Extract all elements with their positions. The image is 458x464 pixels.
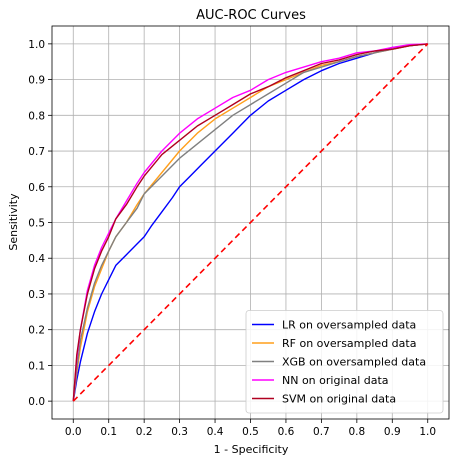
x-tick-label: 0.8 [348, 426, 365, 438]
series-line-4 [72, 43, 428, 402]
y-tick-label: 1.0 [28, 39, 45, 51]
legend-label-4: SVM on original data [282, 393, 396, 406]
x-tick-label: 0.7 [313, 426, 330, 438]
x-tick-label: 0.2 [136, 426, 153, 438]
x-tick-label: 1.0 [419, 426, 436, 438]
x-tick-label: 0.9 [384, 426, 401, 438]
x-axis: 0.0 0.1 0.2 0.3 0.4 0.5 0.6 0.7 0.8 0.9 1.0 [65, 419, 436, 438]
reference-diagonal-line [72, 43, 429, 402]
y-axis: 0.0 0.1 0.2 0.3 0.4 0.5 0.6 0.7 0.8 0.9 1.0 [28, 39, 52, 408]
y-tick-label: 0.0 [28, 396, 45, 408]
x-tick-label: 0.4 [207, 426, 224, 438]
y-tick-label: 0.9 [28, 75, 45, 87]
y-tick-label: 0.7 [28, 146, 45, 158]
y-tick-label: 0.3 [28, 289, 45, 301]
y-tick-label: 0.1 [28, 360, 45, 372]
series-line-2 [72, 43, 428, 402]
series-line-3 [72, 43, 428, 402]
y-tick-label: 0.4 [28, 253, 45, 265]
legend: LR on oversampled data RF on oversampled … [245, 310, 444, 414]
legend-label-0: LR on oversampled data [282, 319, 416, 332]
y-tick-label: 0.2 [28, 325, 45, 337]
x-tick-label: 0.3 [171, 426, 188, 438]
y-axis-label: Sensitivity [7, 193, 20, 251]
legend-label-2: XGB on oversampled data [282, 356, 426, 369]
x-tick-label: 0.5 [242, 426, 259, 438]
x-axis-label: 1 - Specificity [214, 443, 289, 456]
x-tick-label: 0.1 [100, 426, 117, 438]
series-layer [72, 43, 429, 402]
series-line-0 [72, 43, 428, 402]
y-tick-label: 0.6 [28, 182, 45, 194]
y-tick-label: 0.8 [28, 110, 45, 122]
x-tick-label: 0.6 [278, 426, 295, 438]
legend-label-3: NN on original data [282, 374, 389, 387]
chart-title: AUC-ROC Curves [196, 8, 306, 23]
y-tick-label: 0.5 [28, 218, 45, 230]
x-tick-label: 0.0 [65, 426, 82, 438]
legend-box [245, 310, 444, 414]
legend-label-1: RF on oversampled data [282, 337, 416, 350]
